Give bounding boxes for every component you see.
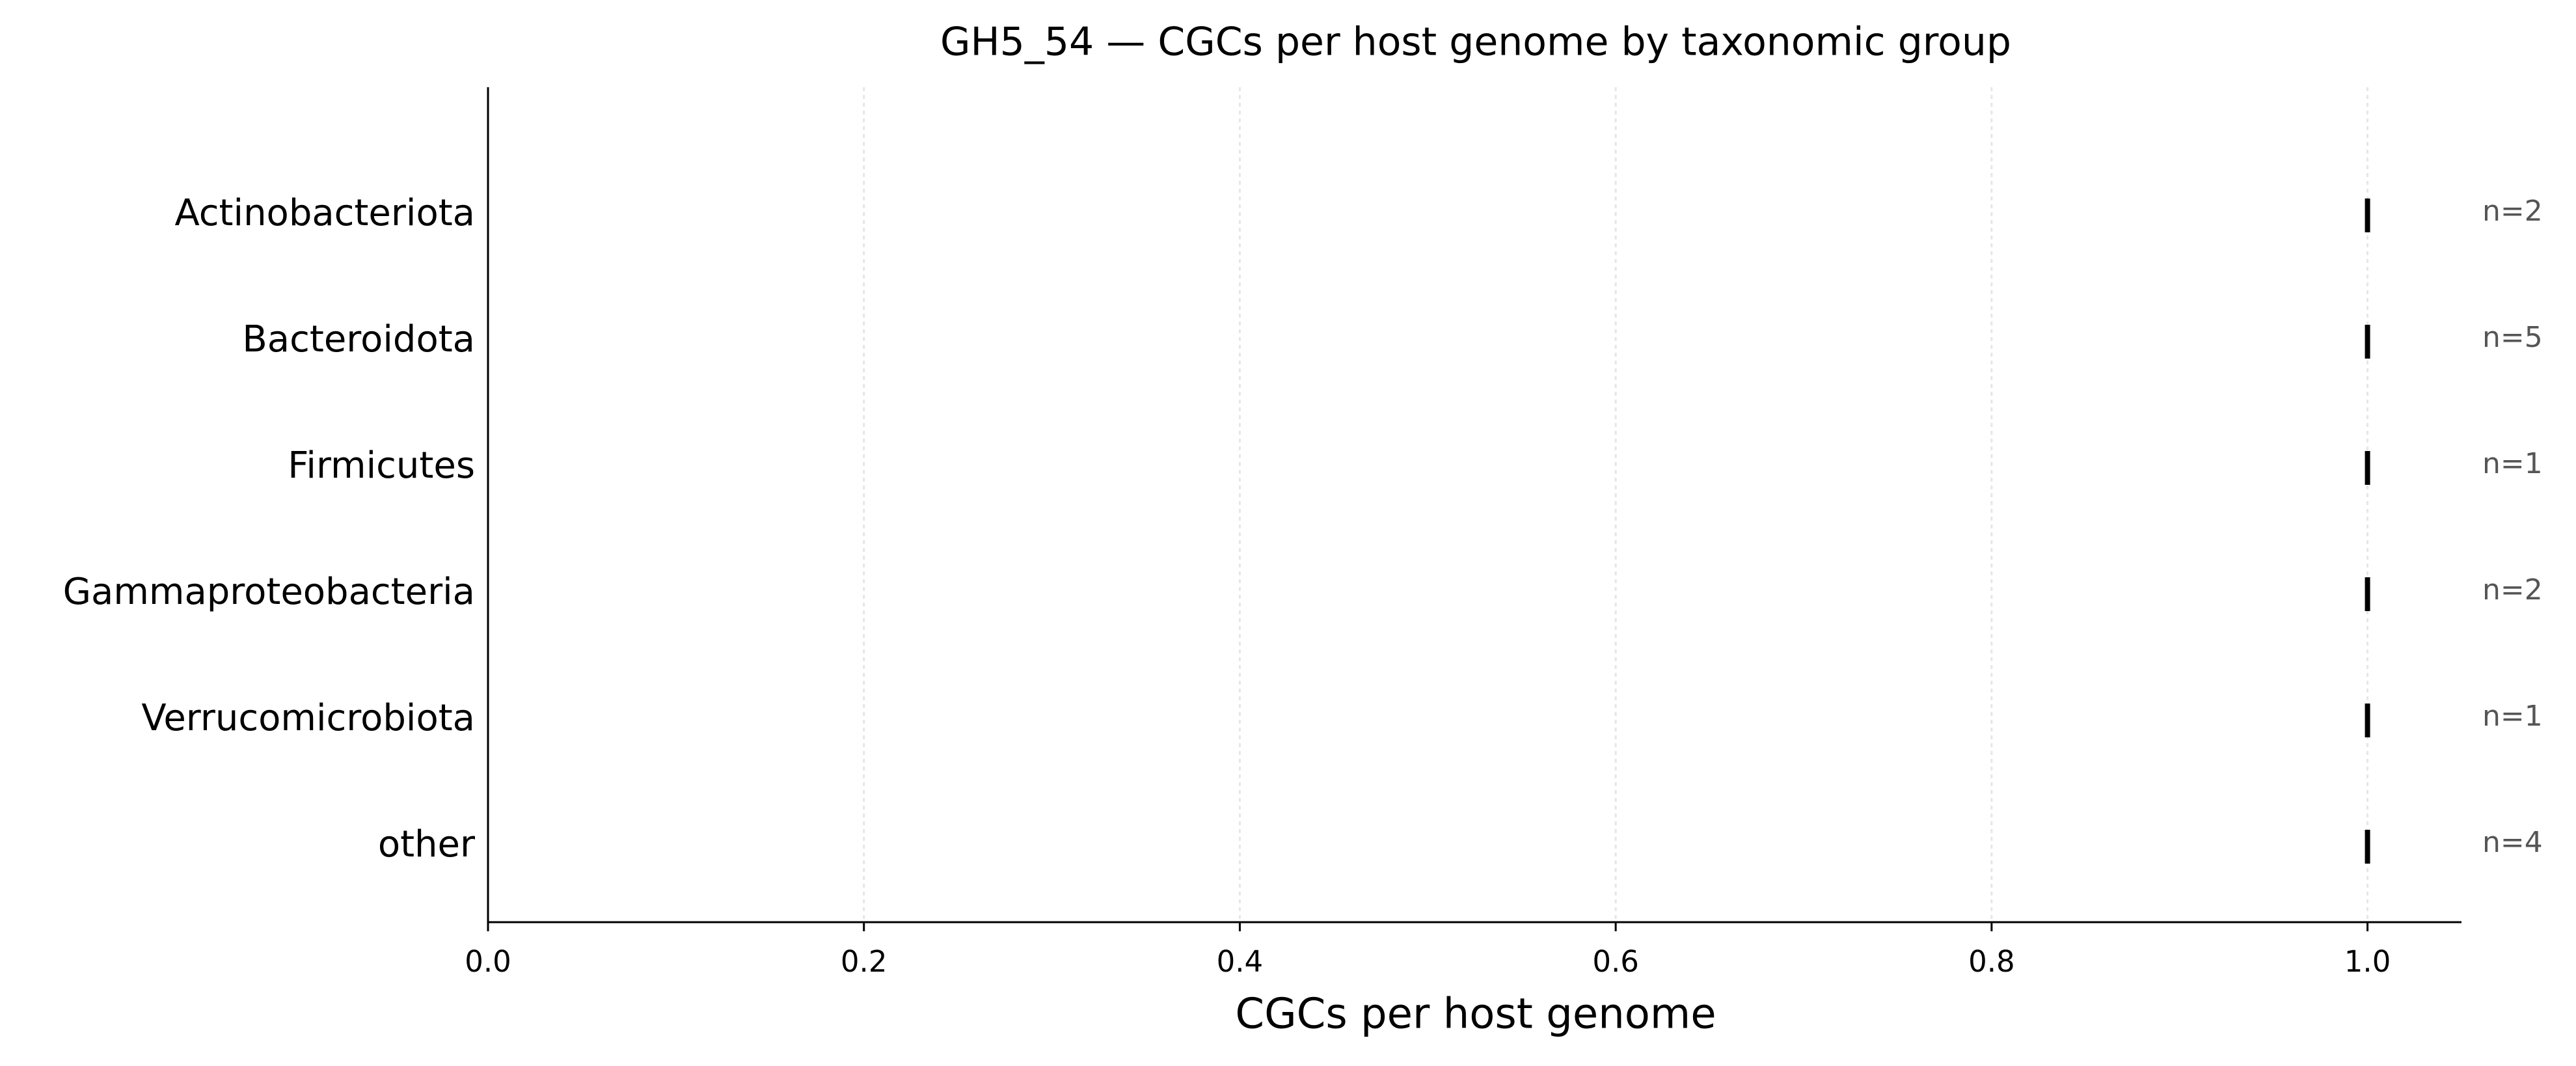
x-tick-label: 0.2 [841, 944, 888, 979]
count-label: n=2 [2482, 195, 2543, 228]
x-tick-label: 1.0 [2344, 944, 2391, 979]
x-tick-label: 0.6 [1592, 944, 1639, 979]
y-tick-label: Bacteroidota [242, 318, 475, 361]
x-tick-label: 0.4 [1217, 944, 1264, 979]
x-tick-label: 0.8 [1968, 944, 2015, 979]
count-label: n=5 [2482, 321, 2543, 354]
count-label: n=4 [2482, 826, 2543, 859]
y-tick-label: Actinobacteriota [174, 192, 475, 234]
x-tick-label: 0.0 [465, 944, 511, 979]
chart-title: GH5_54 — CGCs per host genome by taxonom… [940, 20, 2011, 65]
y-tick-label: Verrucomicrobiota [141, 697, 475, 739]
y-tick-label: Gammaproteobacteria [63, 571, 475, 613]
count-label: n=1 [2482, 447, 2543, 480]
y-tick-label: other [378, 823, 476, 866]
x-axis-label: CGCs per host genome [1235, 991, 1716, 1039]
count-label: n=1 [2482, 700, 2543, 733]
count-label: n=2 [2482, 573, 2543, 607]
y-tick-label: Firmicutes [288, 444, 475, 487]
